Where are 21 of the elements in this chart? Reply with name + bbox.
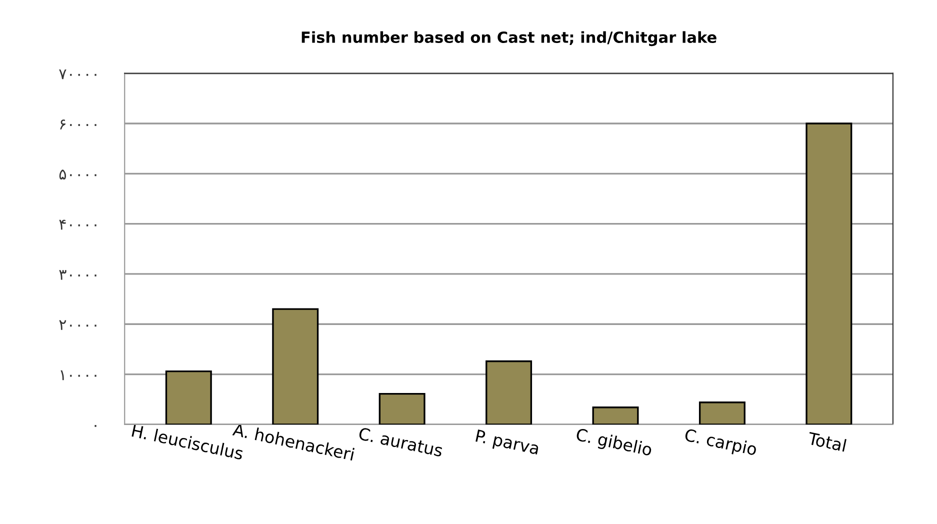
y-tick-label: ۱۰۰۰۰ [60, 370, 96, 380]
y-tick-label: ۴۰۰۰۰ [59, 220, 96, 230]
chart-title: Fish number based on Cast net; ind/Chitgar lake [302, 31, 716, 46]
y-tick-label: ۰ [94, 425, 96, 427]
bar [378, 393, 426, 424]
y-tick-label: ۷۰۰۰۰ [59, 69, 96, 80]
x-tick-label: C. gibelio [575, 428, 653, 460]
x-tick-label: C. auratus [358, 427, 444, 457]
y-tick-label: ۲۰۰۰۰ [59, 320, 96, 330]
x-tick-label: C. carpio [684, 428, 758, 459]
x-tick-label: P. parva [474, 430, 540, 458]
x-tick-label: Total [807, 431, 846, 452]
bar [486, 360, 532, 424]
bar [592, 406, 639, 424]
bar [165, 370, 212, 424]
y-tick-label: ۳۰۰۰۰ [59, 270, 96, 280]
y-tick-label: ۵۰۰۰۰ [59, 170, 96, 180]
bar [698, 402, 746, 424]
bar [272, 308, 319, 424]
bar [806, 122, 852, 424]
y-tick-label: ۶۰۰۰۰ [60, 120, 96, 130]
